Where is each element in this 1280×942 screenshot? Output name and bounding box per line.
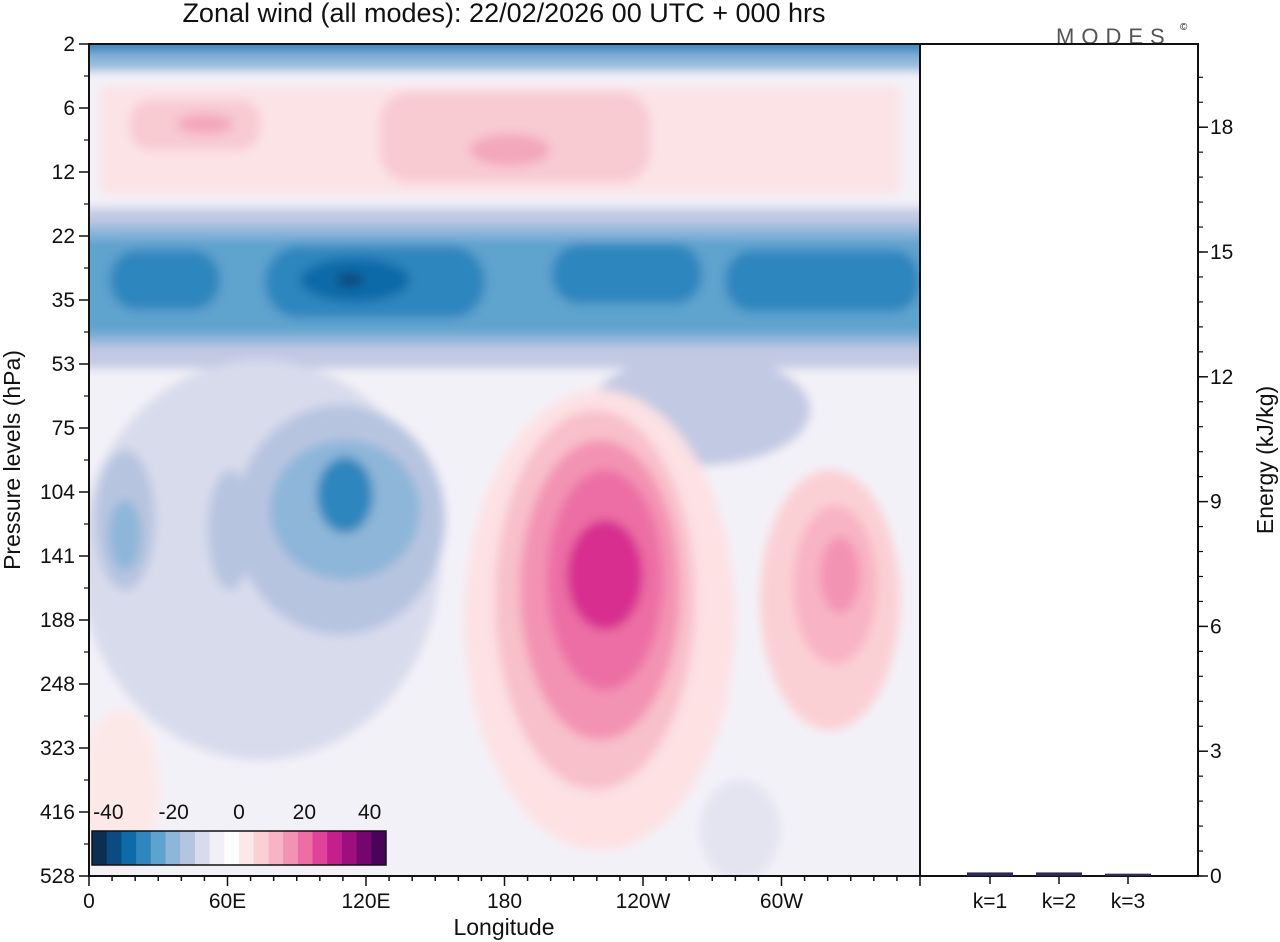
colorbar-swatch bbox=[150, 831, 166, 865]
colorbar-swatch bbox=[194, 831, 211, 865]
x-axis: 0 60E 120E 180 120W 60W bbox=[83, 876, 921, 913]
energy-category-label: k=3 bbox=[1111, 890, 1145, 913]
energy-tick-label: 15 bbox=[1210, 241, 1233, 264]
top-easterly-strip bbox=[89, 44, 920, 70]
easterly-core-c bbox=[552, 244, 702, 304]
x-tick-label: 60W bbox=[760, 890, 803, 913]
x-tick-label: 120E bbox=[341, 890, 390, 913]
secondary-core bbox=[820, 537, 860, 613]
logo-text: MODES bbox=[1056, 24, 1172, 49]
colorbar-swatch bbox=[239, 831, 255, 865]
colorbar-swatch bbox=[341, 831, 358, 865]
colorbar-swatch bbox=[327, 831, 343, 865]
y-tick-label: 6 bbox=[63, 97, 75, 120]
easterly-max-core bbox=[336, 273, 364, 287]
y-tick-label: 104 bbox=[40, 481, 75, 504]
easterly-core-d bbox=[725, 250, 920, 312]
energy-panel-frame bbox=[919, 43, 1199, 877]
low-westerly-left bbox=[89, 710, 160, 870]
colorbar-swatch bbox=[209, 831, 225, 865]
colorbar-swatch bbox=[283, 831, 299, 865]
colorbar-tick-label: 40 bbox=[358, 801, 381, 824]
strat-westerly-core bbox=[470, 134, 550, 166]
energy-bar bbox=[1105, 873, 1151, 876]
y-tick-label: 141 bbox=[40, 545, 75, 568]
energy-tick-label: 6 bbox=[1210, 615, 1222, 638]
colorbar-swatch bbox=[356, 831, 372, 865]
colorbar-swatch bbox=[224, 831, 240, 865]
energy-tick-label: 12 bbox=[1210, 366, 1233, 389]
energy-bars: k=1 k=2 k=3 bbox=[967, 872, 1151, 913]
colorbar-swatch bbox=[106, 831, 122, 865]
strat-westerly-core-2 bbox=[177, 114, 233, 134]
x-tick-label: 120W bbox=[616, 890, 671, 913]
chart-title: Zonal wind (all modes): 22/02/2026 00 UT… bbox=[182, 0, 825, 28]
energy-category-label: k=1 bbox=[973, 890, 1007, 913]
colorbar-tick-label: 20 bbox=[293, 801, 316, 824]
x-tick-label: 60E bbox=[209, 890, 246, 913]
energy-tick-label: 0 bbox=[1210, 865, 1222, 888]
energy-tick-label: 18 bbox=[1210, 116, 1233, 139]
easterly-core-a bbox=[110, 250, 220, 310]
colorbar-swatch bbox=[297, 831, 313, 865]
colorbar-swatch bbox=[180, 831, 196, 865]
y-tick-label: 2 bbox=[63, 33, 75, 56]
colorbar-swatch bbox=[92, 831, 108, 865]
energy-bar bbox=[1036, 872, 1082, 876]
x-tick-label: 0 bbox=[83, 890, 95, 913]
y-tick-label: 416 bbox=[40, 801, 75, 824]
energy-tick-label: 9 bbox=[1210, 491, 1222, 514]
energy-category-label: k=2 bbox=[1042, 890, 1076, 913]
colorbar-swatch bbox=[121, 831, 137, 865]
energy-axis: 0 3 6 9 12 15 18 bbox=[1198, 76, 1233, 888]
colorbar-tick-label: -20 bbox=[158, 801, 188, 824]
y-axis: 2 6 12 22 35 53 75 104 141 188 248 323 416 528 bbox=[40, 33, 89, 888]
y-tick-label: 75 bbox=[52, 417, 75, 440]
energy-bar bbox=[967, 872, 1013, 876]
y-tick-label: 35 bbox=[52, 289, 75, 312]
top-easterly-core bbox=[89, 44, 920, 52]
x-tick-label: 180 bbox=[487, 890, 522, 913]
y-tick-label: 22 bbox=[52, 225, 75, 248]
y-tick-label: 188 bbox=[40, 609, 75, 632]
y-tick-label: 323 bbox=[40, 737, 75, 760]
x-axis-label: Longitude bbox=[453, 914, 554, 940]
y-tick-label: 12 bbox=[52, 161, 75, 184]
colorbar-swatch bbox=[268, 831, 284, 865]
colorbar-swatch bbox=[371, 831, 387, 865]
y-tick-label: 53 bbox=[52, 353, 75, 376]
colorbar-swatch bbox=[165, 831, 181, 865]
easterly-pocket-a-core bbox=[109, 500, 141, 570]
logo-mark: © bbox=[1180, 22, 1188, 33]
colorbar-swatch bbox=[136, 831, 152, 865]
colorbar: -40 -20 0 20 40 bbox=[91, 801, 387, 866]
colorbar-swatch bbox=[312, 831, 328, 865]
easterly-pocket-c-core bbox=[317, 457, 373, 533]
colorbar-tick-label: 0 bbox=[233, 801, 245, 824]
colorbar-tick-label: -40 bbox=[93, 801, 123, 824]
heatmap-field bbox=[89, 44, 920, 876]
colorbar-frame bbox=[91, 830, 387, 866]
y-tick-label: 248 bbox=[40, 673, 75, 696]
y-axis-label: Pressure levels (hPa) bbox=[0, 350, 25, 570]
energy-axis-label: Energy (kJ/kg) bbox=[1252, 386, 1278, 534]
low-easterly-right bbox=[700, 780, 780, 876]
y-tick-label: 528 bbox=[40, 865, 75, 888]
colorbar-swatch bbox=[253, 831, 269, 865]
jet-core bbox=[567, 520, 643, 630]
energy-tick-label: 3 bbox=[1210, 740, 1222, 763]
